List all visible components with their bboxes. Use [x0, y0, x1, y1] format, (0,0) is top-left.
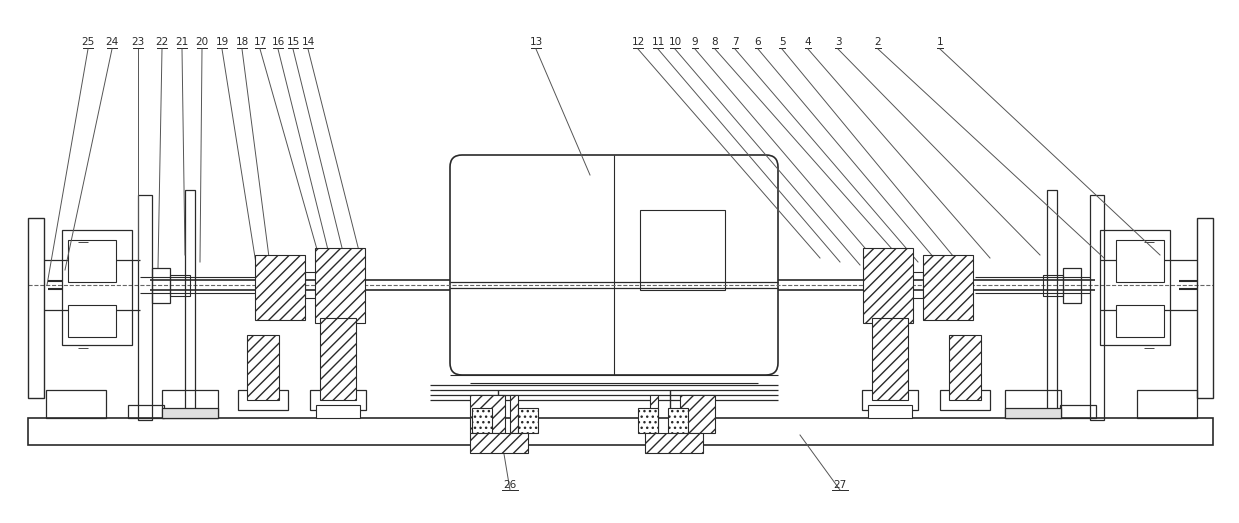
Bar — [285, 262, 297, 274]
Bar — [162, 408, 218, 418]
Bar — [28, 418, 1213, 445]
Bar — [315, 248, 366, 323]
Bar — [869, 258, 880, 270]
Bar — [320, 298, 332, 310]
Bar — [668, 408, 688, 433]
Bar — [260, 262, 273, 274]
Bar — [953, 262, 965, 274]
Text: 3: 3 — [835, 37, 841, 47]
Bar — [869, 405, 912, 418]
Text: 17: 17 — [253, 37, 266, 47]
Bar — [247, 335, 279, 400]
Bar — [949, 335, 981, 400]
Bar — [923, 255, 973, 320]
Bar — [320, 318, 356, 400]
Bar — [320, 258, 332, 270]
Bar — [646, 433, 703, 453]
Text: 9: 9 — [691, 37, 699, 47]
Text: 11: 11 — [652, 37, 664, 47]
Bar — [1137, 390, 1197, 418]
Bar — [128, 405, 164, 418]
Bar — [170, 275, 190, 296]
Bar — [68, 240, 116, 282]
Bar — [650, 395, 658, 433]
Bar — [346, 258, 358, 270]
Bar — [185, 190, 195, 410]
Text: 6: 6 — [755, 37, 761, 47]
Text: 7: 7 — [732, 37, 738, 47]
Bar — [316, 405, 361, 418]
Bar — [872, 318, 908, 400]
Text: 13: 13 — [529, 37, 543, 47]
Text: 21: 21 — [176, 37, 188, 47]
Bar — [46, 390, 107, 418]
Bar — [510, 395, 518, 433]
Bar — [1063, 268, 1080, 303]
Bar — [138, 195, 152, 420]
Text: 19: 19 — [216, 37, 229, 47]
FancyBboxPatch shape — [450, 155, 778, 375]
Text: 14: 14 — [301, 37, 315, 47]
Text: 24: 24 — [105, 37, 119, 47]
Bar — [928, 262, 940, 274]
Text: 25: 25 — [82, 37, 94, 47]
Text: 23: 23 — [131, 37, 145, 47]
Bar — [28, 218, 45, 398]
Bar — [1116, 305, 1163, 337]
Bar — [940, 390, 990, 410]
Bar — [1100, 230, 1170, 345]
Text: 26: 26 — [503, 480, 517, 490]
Bar — [1090, 195, 1104, 420]
Bar — [470, 395, 506, 433]
Text: 4: 4 — [804, 37, 812, 47]
Bar — [255, 255, 305, 320]
Bar — [472, 408, 492, 433]
Bar — [680, 395, 715, 433]
Bar — [518, 408, 538, 433]
Bar — [162, 390, 218, 418]
Text: 27: 27 — [834, 480, 846, 490]
Bar — [641, 210, 725, 290]
Text: 12: 12 — [632, 37, 644, 47]
Bar — [305, 272, 317, 298]
Bar — [1043, 275, 1063, 296]
Bar — [310, 390, 366, 410]
Bar — [68, 305, 116, 337]
Bar — [1116, 240, 1163, 282]
Bar — [895, 258, 906, 270]
Text: 2: 2 — [875, 37, 881, 47]
Bar — [864, 248, 913, 323]
Text: 5: 5 — [778, 37, 786, 47]
Bar — [1005, 408, 1061, 418]
Bar — [1047, 190, 1057, 410]
Bar — [62, 230, 133, 345]
Text: 1: 1 — [937, 37, 943, 47]
Text: 10: 10 — [668, 37, 681, 47]
Bar — [862, 390, 918, 410]
Text: 15: 15 — [286, 37, 300, 47]
Bar — [1005, 390, 1061, 418]
Bar — [911, 272, 923, 298]
Bar — [1061, 405, 1097, 418]
Text: 22: 22 — [155, 37, 169, 47]
Bar — [470, 433, 528, 453]
Bar — [638, 408, 658, 433]
Text: 18: 18 — [235, 37, 249, 47]
Text: 20: 20 — [196, 37, 208, 47]
Bar — [1197, 218, 1213, 398]
Bar — [238, 390, 287, 410]
Bar — [152, 268, 170, 303]
Text: 16: 16 — [271, 37, 285, 47]
Text: 8: 8 — [711, 37, 719, 47]
Bar — [869, 298, 880, 310]
